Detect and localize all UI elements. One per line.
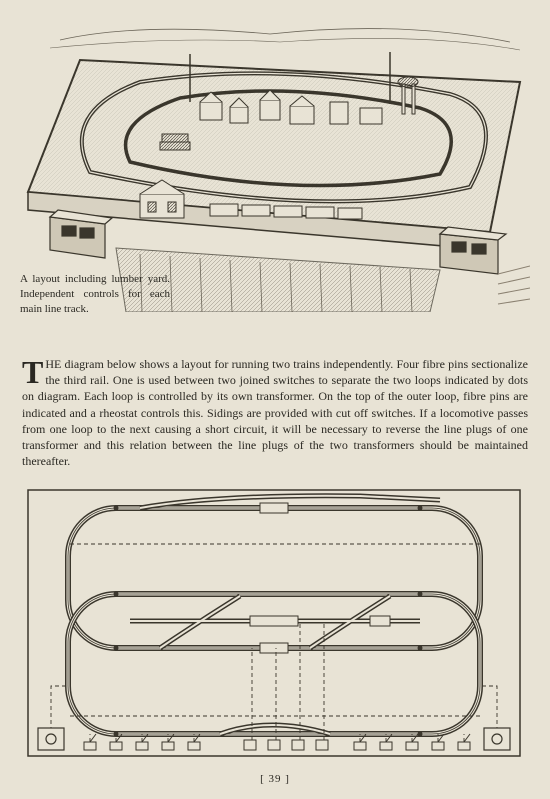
diagram-svg: [20, 479, 530, 769]
illustration-svg: [20, 12, 530, 312]
dropcap: T: [22, 356, 45, 386]
page-number: [ 39 ]: [20, 773, 530, 785]
track-diagram: [20, 479, 530, 769]
page-container: A layout including lumber yard. Independ…: [0, 0, 550, 799]
layout-illustration: [20, 12, 530, 312]
body-text-content: HE diagram below shows a layout for runn…: [22, 357, 528, 468]
body-paragraph: THE diagram below shows a layout for run…: [20, 356, 530, 469]
illustration-caption: A layout including lumber yard. Independ…: [20, 272, 170, 317]
